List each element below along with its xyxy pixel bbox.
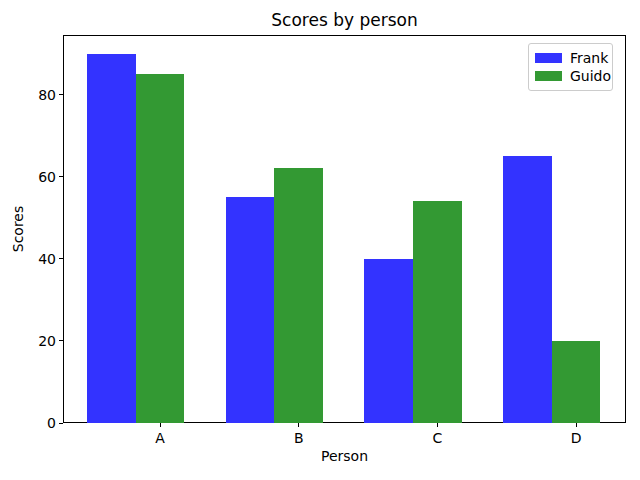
bar-guido-A bbox=[136, 74, 185, 423]
bar-guido-B bbox=[274, 168, 323, 423]
x-tick-label-B: B bbox=[279, 430, 319, 446]
x-tick-mark-B bbox=[298, 423, 299, 427]
y-tick-label-60: 60 bbox=[16, 169, 56, 185]
bar-frank-C bbox=[364, 259, 413, 423]
figure: Scores by person Scores 0 20 40 60 80 A B C D P… bbox=[0, 0, 640, 480]
y-tick-label-20: 20 bbox=[16, 333, 56, 349]
legend-row-guido: Guido bbox=[535, 67, 606, 85]
x-tick-mark-A bbox=[160, 423, 161, 427]
legend-swatch-guido bbox=[535, 71, 562, 81]
x-tick-label-A: A bbox=[140, 430, 180, 446]
x-tick-mark-C bbox=[437, 423, 438, 427]
legend-label-guido: Guido bbox=[570, 67, 611, 85]
y-tick-mark-0 bbox=[59, 423, 63, 424]
y-tick-mark-60 bbox=[59, 176, 63, 177]
legend-row-frank: Frank bbox=[535, 49, 606, 67]
legend-label-frank: Frank bbox=[570, 49, 608, 67]
bar-guido-C bbox=[413, 201, 462, 423]
x-tick-mark-D bbox=[576, 423, 577, 427]
bar-guido-D bbox=[552, 341, 601, 423]
legend: FrankGuido bbox=[528, 43, 613, 91]
chart-title: Scores by person bbox=[63, 10, 626, 30]
y-tick-mark-20 bbox=[59, 340, 63, 341]
y-tick-mark-40 bbox=[59, 258, 63, 259]
y-tick-label-40: 40 bbox=[16, 251, 56, 267]
y-axis-label-text: Scores bbox=[10, 206, 26, 253]
bar-frank-B bbox=[226, 197, 275, 423]
y-tick-label-0: 0 bbox=[16, 415, 56, 431]
bar-frank-D bbox=[503, 156, 552, 423]
x-axis-label: Person bbox=[63, 448, 626, 464]
x-tick-label-D: D bbox=[556, 430, 596, 446]
bar-frank-A bbox=[87, 54, 136, 424]
legend-swatch-frank bbox=[535, 53, 562, 63]
y-tick-label-80: 80 bbox=[16, 87, 56, 103]
y-tick-mark-80 bbox=[59, 94, 63, 95]
x-tick-label-C: C bbox=[417, 430, 457, 446]
